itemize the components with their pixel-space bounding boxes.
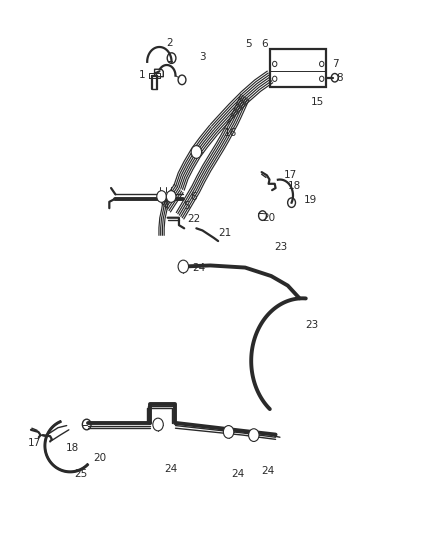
Text: 18: 18 <box>66 443 79 453</box>
Text: 24: 24 <box>261 466 275 475</box>
Circle shape <box>249 429 259 441</box>
Text: 7: 7 <box>332 59 339 69</box>
Circle shape <box>153 418 163 431</box>
Text: 6: 6 <box>261 39 268 49</box>
Text: 17: 17 <box>28 438 41 448</box>
Text: 2: 2 <box>166 38 173 48</box>
Text: 18: 18 <box>288 181 301 191</box>
Text: 22: 22 <box>187 214 201 224</box>
Text: 25: 25 <box>74 470 88 479</box>
Bar <box>270 49 326 87</box>
Text: 15: 15 <box>311 97 325 107</box>
Text: 5: 5 <box>245 39 252 49</box>
Text: 24: 24 <box>165 464 178 474</box>
Text: 20: 20 <box>93 454 106 463</box>
Text: 24: 24 <box>192 263 205 272</box>
Text: 24: 24 <box>231 470 244 479</box>
Circle shape <box>191 146 201 158</box>
Text: 23: 23 <box>275 243 288 253</box>
Text: 19: 19 <box>304 195 317 205</box>
Text: 20: 20 <box>262 213 276 223</box>
Text: 8: 8 <box>336 72 343 83</box>
Text: 3: 3 <box>199 52 206 62</box>
Circle shape <box>166 191 176 203</box>
Circle shape <box>157 191 166 203</box>
Text: 17: 17 <box>283 171 297 180</box>
Text: 1: 1 <box>138 70 145 79</box>
Text: 23: 23 <box>305 320 318 330</box>
Circle shape <box>178 260 188 273</box>
Text: 5: 5 <box>184 201 190 211</box>
Text: 16: 16 <box>224 128 237 138</box>
Text: 6: 6 <box>191 191 198 201</box>
Text: 21: 21 <box>218 228 231 238</box>
Circle shape <box>223 425 234 438</box>
